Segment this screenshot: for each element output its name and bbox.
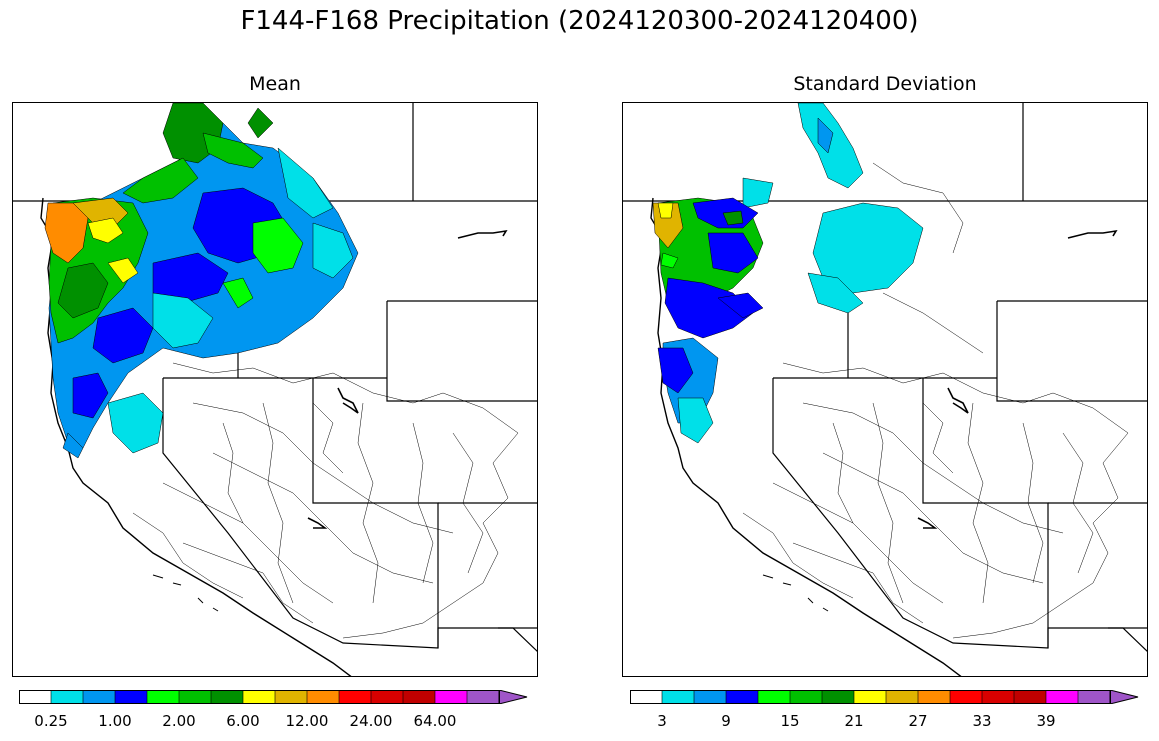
stddev-map	[622, 102, 1148, 677]
colorbar-cell	[790, 690, 822, 704]
colorbar-cell	[662, 690, 694, 704]
stddev-colorbar-extend-arrow	[1109, 690, 1139, 704]
stddev-tick-label: 21	[844, 712, 864, 730]
mean-colorbar	[19, 690, 528, 704]
colorbar-cell	[211, 690, 243, 704]
colorbar-cell	[822, 690, 854, 704]
channel-islands	[762, 574, 829, 612]
lakes	[917, 229, 1118, 529]
colorbar-cell	[339, 690, 371, 704]
colorbar-cell	[435, 690, 467, 704]
lakes	[307, 229, 508, 529]
colorbar-cell	[307, 690, 339, 704]
boundary-lines	[13, 103, 537, 652]
mean-tick-label: 0.25	[34, 712, 68, 730]
mean-precip-regions	[44, 103, 359, 459]
mean-tick-label: 24.00	[349, 712, 393, 730]
colorbar-cell	[726, 690, 758, 704]
stddev-map-canvas	[623, 103, 1147, 676]
colorbar-cell	[371, 690, 403, 704]
stddev-colorbar	[630, 690, 1139, 704]
colorbar-cell	[694, 690, 726, 704]
stddev-panel-title: Standard Deviation	[793, 73, 977, 95]
colorbar-cell	[1014, 690, 1046, 704]
figure-title: F144-F168 Precipitation (2024120300-2024…	[240, 6, 919, 36]
mean-map	[12, 102, 538, 677]
stddev-tick-label: 33	[972, 712, 992, 730]
colorbar-cell	[275, 690, 307, 704]
colorbar-cell	[51, 690, 83, 704]
stddev-tick-label: 27	[908, 712, 928, 730]
colorbar-cell	[1046, 690, 1078, 704]
mean-panel-title: Mean	[249, 73, 301, 95]
colorbar-cell	[1078, 690, 1110, 704]
colorbar-cell	[403, 690, 435, 704]
colorbar-cell	[758, 690, 790, 704]
colorbar-cell	[243, 690, 275, 704]
stddev-tick-label: 3	[657, 712, 667, 730]
colorbar-cell	[19, 690, 51, 704]
colorbar-cell	[950, 690, 982, 704]
colorbar-cell	[179, 690, 211, 704]
stddev-tick-label: 9	[721, 712, 731, 730]
coastline	[650, 197, 962, 676]
colorbar-cell	[918, 690, 950, 704]
mean-tick-label: 6.00	[226, 712, 260, 730]
colorbar-cell	[982, 690, 1014, 704]
basin-outlines	[742, 162, 1129, 639]
colorbar-cell	[467, 690, 499, 704]
mean-tick-label: 64.00	[413, 712, 457, 730]
colorbar-cell	[83, 690, 115, 704]
mean-colorbar-extend-arrow	[498, 690, 528, 704]
mean-tick-label: 2.00	[162, 712, 196, 730]
stddev-tick-label: 15	[780, 712, 800, 730]
colorbar-cell	[115, 690, 147, 704]
colorbar-cell	[854, 690, 886, 704]
colorbar-cell	[147, 690, 179, 704]
mean-tick-label: 12.00	[285, 712, 329, 730]
stddev-precip-regions	[652, 103, 924, 444]
colorbar-cell	[886, 690, 918, 704]
colorbar-cell	[630, 690, 662, 704]
mean-map-canvas	[13, 103, 537, 676]
channel-islands	[152, 574, 219, 612]
stddev-tick-label: 39	[1036, 712, 1056, 730]
basin-outlines	[132, 362, 519, 639]
mean-tick-label: 1.00	[98, 712, 132, 730]
